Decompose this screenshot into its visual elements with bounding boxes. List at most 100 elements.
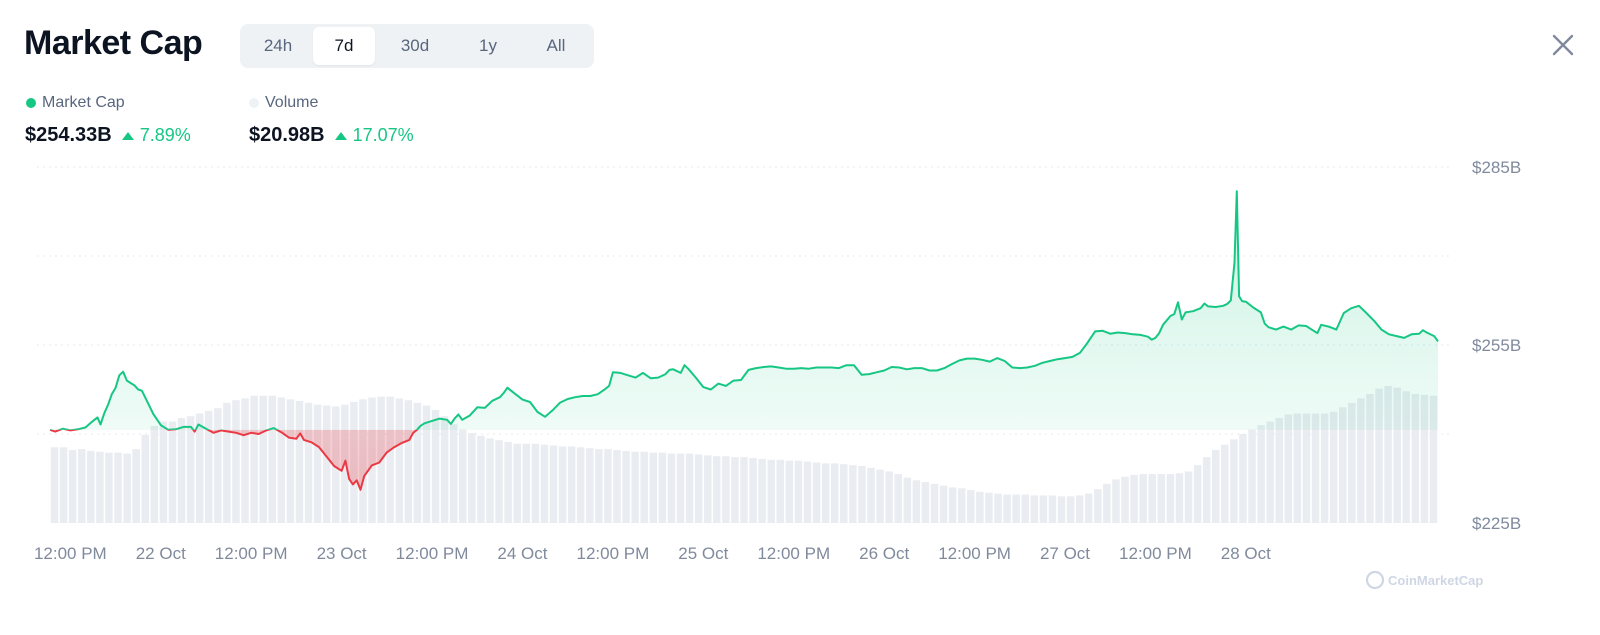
volume-bar xyxy=(295,401,304,523)
market-cap-change-text: 7.89% xyxy=(139,125,191,145)
range-tab-7d[interactable]: 7d xyxy=(313,27,375,65)
volume-bar xyxy=(304,402,313,523)
volume-bar xyxy=(1257,425,1265,523)
x-tick-label: 12:00 PM xyxy=(938,544,1011,563)
range-tab-1y[interactable]: 1y xyxy=(479,36,497,55)
volume-bar xyxy=(459,429,467,523)
volume-bar xyxy=(1339,407,1347,523)
volume-change-text: 17.07% xyxy=(352,125,414,145)
volume-bar xyxy=(1175,473,1184,523)
volume-bar xyxy=(1103,483,1111,523)
triangle-up-icon xyxy=(334,131,347,140)
volume-bar xyxy=(1202,457,1211,523)
volume-bar xyxy=(812,462,821,523)
volume-bar xyxy=(486,438,494,523)
volume-bar xyxy=(205,410,213,523)
volume-bar xyxy=(558,446,567,523)
range-tab-all[interactable]: All xyxy=(546,36,566,55)
volume-bar xyxy=(422,405,431,523)
volume-bar xyxy=(731,457,739,523)
volume-bar xyxy=(1030,495,1039,523)
x-tick-label: 23 Oct xyxy=(317,544,367,563)
market-cap-chart[interactable]: $285B $255B $225B 12:00 PM 22 Oct 12:00 PM 23… xyxy=(0,150,1600,590)
volume-bar xyxy=(604,449,612,523)
x-tick-label: 12:00 PM xyxy=(757,544,830,563)
volume-bar xyxy=(313,404,322,523)
volume-bar xyxy=(1393,387,1401,523)
x-tick-label: 25 Oct xyxy=(678,544,728,563)
x-tick-label: 27 Oct xyxy=(1040,544,1090,563)
volume-bar xyxy=(1066,496,1075,523)
volume-bar xyxy=(613,450,621,523)
x-tick-label: 12:00 PM xyxy=(1119,544,1192,563)
volume-bar xyxy=(867,467,875,523)
volume-bar xyxy=(1166,474,1175,523)
volume-bar xyxy=(78,449,86,523)
volume-bar xyxy=(1157,474,1166,523)
volume-bar xyxy=(640,451,648,523)
volume-bar xyxy=(948,487,957,523)
volume-bar xyxy=(395,398,404,523)
price-line-up xyxy=(49,190,1439,430)
close-icon[interactable] xyxy=(1548,30,1578,60)
volume-bar xyxy=(694,454,703,523)
volume-bar xyxy=(468,433,476,523)
volume-bar xyxy=(259,395,267,523)
volume-bar xyxy=(1230,439,1238,523)
volume-bar xyxy=(223,402,231,523)
volume-bar xyxy=(1039,495,1048,523)
x-tick-label: 12:00 PM xyxy=(396,544,469,563)
volume-bar xyxy=(531,443,540,523)
market-cap-value: $254.33B xyxy=(25,124,112,146)
y-tick-label: $225B xyxy=(1472,514,1521,533)
volume-bar xyxy=(50,447,59,523)
volume-bar xyxy=(1221,444,1229,523)
volume-bar xyxy=(830,463,839,523)
volume-bar xyxy=(150,425,159,523)
volume-bar xyxy=(1193,465,1202,523)
x-tick-label: 28 Oct xyxy=(1221,544,1271,563)
volume-bar xyxy=(440,416,449,523)
volume-bar xyxy=(141,434,149,523)
volume-bar xyxy=(168,421,177,523)
volume-bar xyxy=(413,402,422,523)
y-tick-label: $285B xyxy=(1472,158,1521,177)
volume-bar xyxy=(667,453,676,523)
volume-bar xyxy=(322,405,331,523)
x-tick-label: 22 Oct xyxy=(136,544,186,563)
volume-bar xyxy=(123,453,131,523)
range-tab-24h[interactable]: 24h xyxy=(263,36,293,55)
volume-bar xyxy=(1384,385,1392,523)
volume-bar xyxy=(1139,474,1147,523)
volume-bar xyxy=(885,471,893,523)
x-tick-label: 12:00 PM xyxy=(34,544,107,563)
volume-bar xyxy=(1357,398,1365,523)
volume-bar xyxy=(1275,417,1283,523)
volume-bar xyxy=(622,450,630,523)
volume-bar xyxy=(803,461,812,523)
area-above-baseline xyxy=(50,191,1438,430)
x-tick-label: 26 Oct xyxy=(859,544,909,563)
legend-market-cap: Market Cap xyxy=(26,94,125,112)
market-cap-stat: $254.33B 7.89% xyxy=(25,124,191,147)
range-tab-30d[interactable]: 30d xyxy=(400,36,430,55)
market-cap-line xyxy=(49,190,1439,491)
volume-bar xyxy=(96,451,104,523)
legend-market-cap-label: Market Cap xyxy=(42,94,125,111)
volume-bar xyxy=(1057,496,1066,523)
volume-bar xyxy=(767,459,775,523)
x-tick-label: 12:00 PM xyxy=(577,544,650,563)
volume-bar xyxy=(785,460,794,523)
volume-bar xyxy=(1248,429,1256,523)
volume-bar xyxy=(504,442,512,523)
volume-bar xyxy=(1003,494,1011,523)
volume-bar xyxy=(1293,413,1302,523)
volume-bar xyxy=(404,400,413,523)
volume-bar xyxy=(939,485,948,523)
volume-bar xyxy=(685,453,694,523)
y-tick-label: $255B xyxy=(1472,336,1521,355)
volume-value: $20.98B xyxy=(249,124,325,146)
volume-bar xyxy=(976,491,984,523)
volume-bar xyxy=(821,463,830,523)
legend-volume: Volume xyxy=(249,94,318,112)
